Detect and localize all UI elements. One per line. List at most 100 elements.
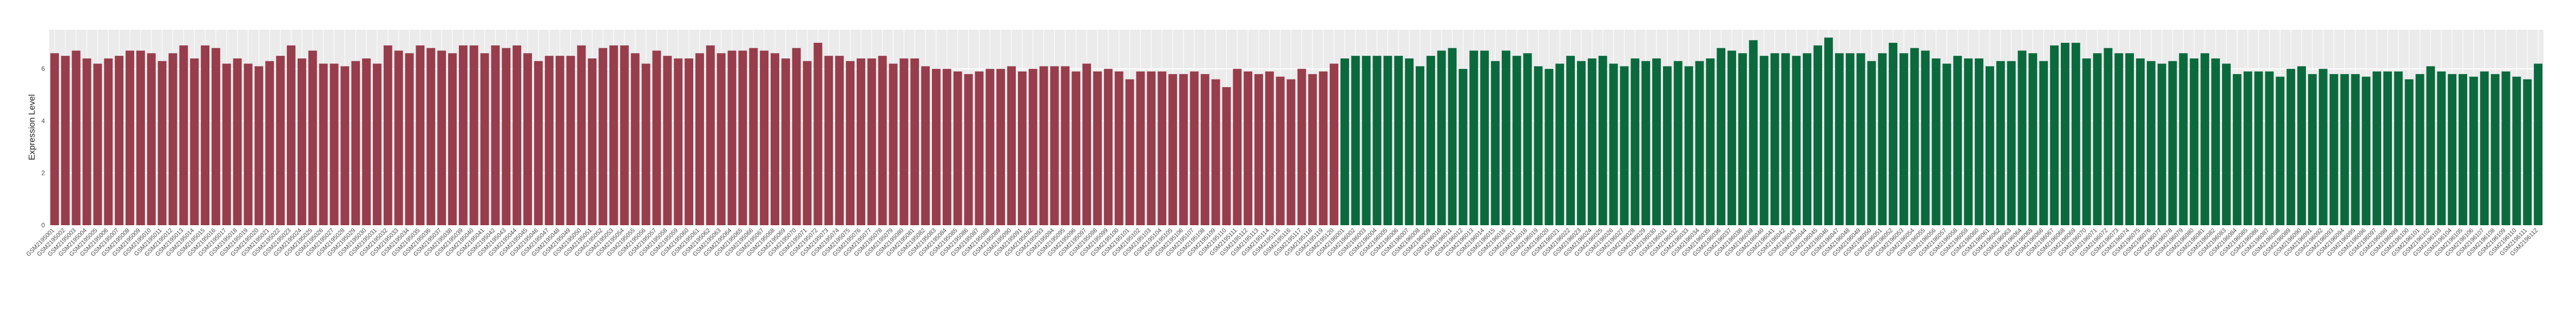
bar [1114, 71, 1123, 225]
bar [2286, 69, 2296, 225]
bar [437, 50, 446, 226]
bar [652, 50, 661, 226]
bar [1738, 53, 1747, 225]
bar [1512, 56, 1521, 225]
bar [2093, 53, 2102, 225]
bar [1523, 53, 1532, 225]
bar [254, 66, 264, 226]
bar [2329, 74, 2338, 225]
bar [2469, 76, 2478, 225]
bar [1555, 63, 1565, 225]
bar [846, 61, 855, 225]
bar [222, 63, 231, 225]
bar [2232, 74, 2242, 225]
bar [985, 69, 995, 225]
bar [781, 58, 790, 226]
bar [534, 61, 543, 225]
bar [287, 45, 295, 225]
bar [1276, 76, 1285, 225]
bar [2490, 74, 2500, 225]
bar [1394, 56, 1403, 225]
bar [1889, 43, 1898, 226]
bar [1985, 66, 1994, 226]
bar [2018, 50, 2027, 226]
bar [1609, 63, 1618, 225]
bar [82, 58, 91, 226]
bar [2060, 43, 2069, 226]
bar [1211, 79, 1220, 225]
bar [674, 58, 683, 226]
bar [685, 58, 693, 226]
bar [372, 63, 382, 225]
bar [2480, 71, 2489, 225]
bar [996, 69, 1006, 225]
bar [1867, 61, 1876, 225]
bar [2448, 74, 2457, 225]
bar [1286, 79, 1296, 225]
bar [1448, 48, 1457, 226]
bar [1469, 50, 1478, 226]
bar [544, 56, 554, 225]
bar [2222, 63, 2231, 225]
bar [760, 50, 769, 226]
bar [1017, 71, 1027, 225]
bar [1587, 58, 1596, 226]
bar [1190, 71, 1199, 225]
bar [448, 53, 457, 225]
bar [1759, 56, 1769, 225]
bar [1405, 58, 1414, 226]
bar [469, 45, 478, 225]
bar [362, 58, 371, 226]
bar [2501, 71, 2511, 225]
bar [738, 50, 747, 226]
bar [512, 45, 522, 225]
bar [1437, 50, 1446, 226]
bar [93, 63, 102, 225]
bar [211, 48, 220, 226]
bar [2211, 58, 2220, 226]
bar [2157, 63, 2166, 225]
bar [2426, 66, 2435, 226]
bar [1372, 56, 1382, 225]
bar [319, 63, 328, 225]
y-tick-label: 2 [41, 169, 45, 177]
bar [2179, 53, 2188, 225]
bar [1824, 37, 1833, 225]
bar [1803, 53, 1812, 225]
bar [2265, 71, 2274, 225]
bar [706, 45, 715, 225]
bar [2512, 76, 2521, 225]
bar [1050, 66, 1059, 226]
bar [502, 48, 511, 226]
bar [416, 45, 425, 225]
bar [813, 43, 823, 226]
bar [115, 56, 124, 225]
bar [2050, 45, 2059, 225]
bar [1147, 71, 1156, 225]
bar [351, 61, 360, 225]
bar [835, 56, 844, 225]
bar [1136, 71, 1145, 225]
bar [1028, 69, 1037, 225]
bar [1308, 74, 1317, 225]
bar [1545, 69, 1554, 225]
bar [1641, 61, 1651, 225]
bar [1330, 63, 1338, 225]
bar [2459, 74, 2467, 225]
bar [1577, 61, 1586, 225]
bar [1168, 74, 1177, 225]
bar [297, 58, 306, 226]
bar [749, 48, 758, 226]
bar [71, 50, 81, 226]
bar [630, 53, 640, 225]
bar [308, 50, 317, 226]
bar [1781, 53, 1790, 225]
y-tick-label: 6 [41, 65, 45, 73]
bar [2168, 61, 2177, 225]
bar [1362, 56, 1371, 225]
bar [1964, 58, 1973, 226]
bar [1501, 50, 1510, 226]
bar [1244, 71, 1253, 225]
bars [50, 37, 2543, 226]
